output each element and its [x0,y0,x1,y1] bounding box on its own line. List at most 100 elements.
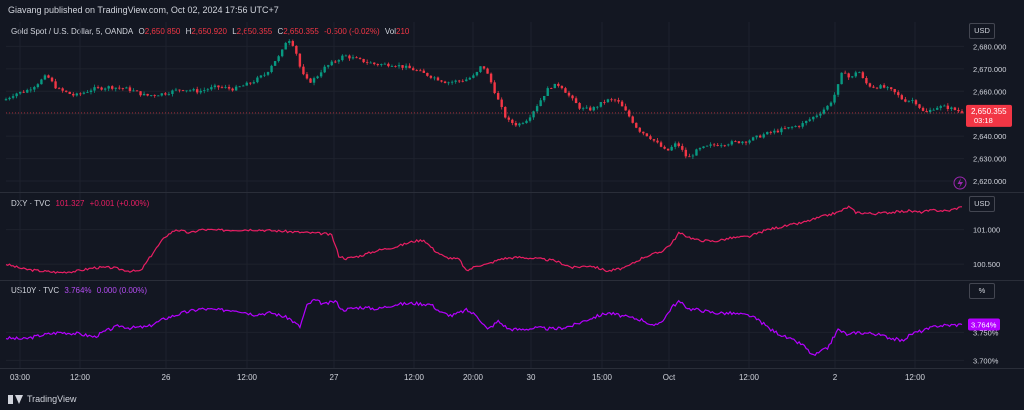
candle-body [514,123,518,126]
y-tick-label: 2,680.000 [973,42,1006,51]
candle-body [613,99,617,101]
candle-body [387,63,390,67]
candle-body [433,77,436,79]
candle-body [319,72,323,77]
candle-body [103,88,107,90]
candle-body [638,127,641,132]
candle-body [291,41,294,46]
candle-body [589,107,592,111]
candle-body [787,127,790,129]
dxy-symbol[interactable]: DXY · TVC [11,199,51,208]
candle-body [270,65,273,73]
candle-body [599,102,603,107]
candle-body [610,99,613,101]
candle-body [443,81,447,84]
candle-body [928,109,932,113]
candle-body [206,89,210,91]
candle-body [946,105,950,109]
candle-body [730,141,734,145]
gold-axis-unit[interactable]: USD [969,23,995,39]
candle-body [436,77,440,81]
dxy-value: 101.327 [55,199,85,208]
x-tick-label: 03:00 [10,373,31,382]
gold-symbol[interactable]: Gold Spot / U.S. Dollar, 5, OANDA [11,27,134,36]
tradingview-logo-icon [8,394,23,404]
lightning-icon-glyph [957,178,963,188]
candle-body [904,99,907,102]
candle-body [330,61,333,66]
candle-body [164,93,167,95]
candle-body [72,93,75,96]
candle-body [812,116,815,120]
candle-body [373,62,376,65]
candle-body [149,95,153,96]
candle-body [86,92,89,93]
candle-body [397,65,401,67]
y-tick-label: 2,640.000 [973,132,1006,141]
candle-body [766,131,769,135]
y-tick-label: 2,670.000 [973,65,1006,74]
candle-body [29,89,32,91]
candle-body [670,146,673,151]
candle-body [720,145,723,147]
candle-body [107,86,110,89]
candle-body [15,93,18,97]
candle-body [535,106,539,112]
us10y-symbol[interactable]: US10Y · TVC [11,286,60,295]
candle-body [489,73,493,83]
candle-body [776,130,780,133]
candle-body [68,91,71,94]
candle-body [780,128,783,133]
candle-body [702,146,705,149]
candle-body [496,93,500,100]
candle-body [592,107,595,111]
candle-body [960,111,964,113]
candle-body [674,143,677,147]
candle-body [734,141,737,143]
candle-body [893,89,896,93]
candle-body [875,87,879,89]
volume-label: Vol [384,27,397,36]
dxy-legend[interactable]: DXY · TVC 101.327 +0.001 (+0.00%) [11,199,152,208]
candle-body [819,113,822,116]
candle-body [153,95,156,96]
candle-body [43,75,47,80]
x-tick-label: 12:00 [404,373,425,382]
candle-body [709,144,712,146]
candle-body [695,149,698,156]
lightning-icon [953,176,967,190]
candle-body [808,119,811,121]
candle-body [868,83,872,87]
candle-body [344,55,348,57]
candle-body [578,103,581,109]
candle-body [142,93,146,96]
candle-body [121,88,125,89]
candle-body [482,66,486,69]
candle-body [454,80,457,82]
candle-body [542,95,546,101]
candle-body [47,75,50,78]
us10y-legend[interactable]: US10Y · TVC 3.764% 0.000 (0.00%) [11,286,150,295]
candle-body [440,80,443,82]
candle-body [783,128,787,130]
volume-value: 210 [396,27,410,36]
candle-body [312,78,316,83]
candle-body [631,116,634,123]
dxy-axis-unit[interactable]: USD [969,196,995,212]
us10y-axis-unit[interactable]: % [969,283,995,299]
candle-body [280,49,284,57]
candle-body [341,55,344,61]
candle-body [422,70,426,73]
gold-legend[interactable]: Gold Spot / U.S. Dollar, 5, OANDA O2,650… [11,27,412,36]
candle-body [252,82,256,84]
candle-body [748,140,751,143]
tradingview-logo[interactable]: TradingView [8,394,77,404]
candle-body [758,135,762,138]
y-tick-label: 3.750% [973,328,999,337]
candle-body [797,126,801,127]
y-tick-label: 3.700% [973,356,999,365]
x-tick-label: 30 [527,373,536,382]
candle-body [801,123,804,127]
candle-body [256,77,259,83]
